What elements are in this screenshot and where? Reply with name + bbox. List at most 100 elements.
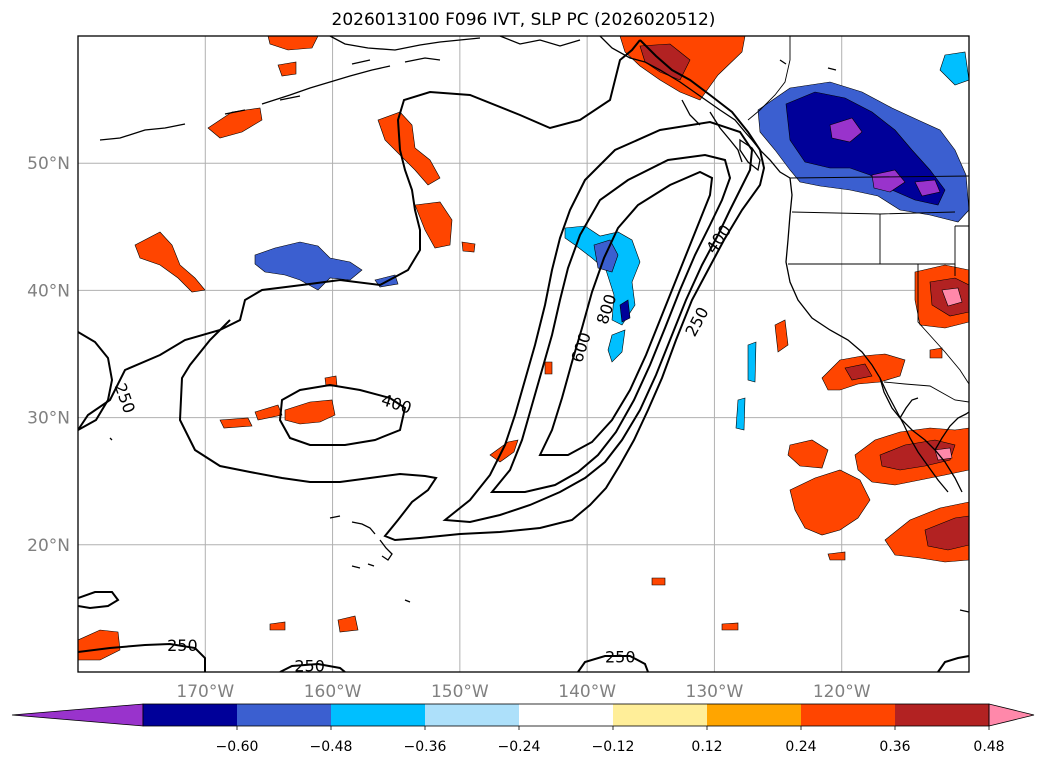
bc-coast [681,99,791,179]
red-mexico-2 [787,439,829,469]
alaska-coast [329,36,746,133]
red-small-1 [461,241,476,253]
colorbar-tick-label: 0.24 [785,739,816,755]
red-small-3 [827,551,846,561]
ivt-contours [78,39,969,672]
hawaii-1 [329,515,393,561]
contour-250-main [78,39,766,542]
red-ca-coast [774,319,789,353]
red-subtrop-3 [254,404,283,421]
blue-mid-pacific [254,241,363,291]
mexico-coast [934,411,969,451]
vancouver-island [739,138,761,172]
colorbar-tick-label: −0.24 [498,739,541,755]
colorbar-tick-label: −0.36 [404,739,447,755]
colorbar-tick-label: 0.48 [973,739,1004,755]
colorbar-tick-label: −0.12 [592,739,635,755]
map-frame [77,35,970,673]
lon-tick-label: 120°W [813,682,871,702]
purple-spot-1 [829,117,863,143]
lon-tick-label: 160°W [304,682,362,702]
contour-250-west [78,331,114,431]
lat-tick-label: 40°N [27,281,70,301]
state-box-ne [954,225,969,276]
contour-250-south-2 [279,662,346,672]
contour-250-se [937,655,969,672]
colorbar-segment [143,704,238,726]
contour-250-south-3 [577,655,649,672]
red-small-4 [651,577,666,586]
darkred-east-low [924,515,969,551]
contour-600-ar [489,153,732,493]
contour-label: 250 [167,636,198,655]
lon-tick-label: 150°W [431,682,489,702]
colorbar-tick-label: 0.12 [691,739,722,755]
baja-california [879,377,949,493]
pink-mexico [934,447,953,461]
misc-islands [109,59,969,613]
purple-spot-3 [914,179,941,197]
political-borders [747,36,969,403]
lightblue-coast-1 [747,341,757,383]
colorbar-segment [613,704,708,726]
darkblue-spot-ar [619,299,631,323]
lightblue-coast-2 [735,397,746,431]
red-subtrop-1 [284,399,336,425]
pink-california [941,287,963,307]
colorbar-tick-label: −0.60 [216,739,259,755]
contour-250-south [78,642,206,672]
red-far-west [134,231,206,293]
us-west-coast [785,177,963,493]
lat-tick-label: 50°N [27,154,70,174]
map-title: 2026013100 F096 IVT, SLP PC (2026020512) [331,10,716,30]
colorbar-segment [519,704,614,726]
colorbar-extend-low [11,703,144,727]
colorbar-segment [425,704,520,726]
red-ca-inland [929,347,943,359]
lat-tick-label: 20°N [27,536,70,556]
us-mexico-border [883,381,969,403]
ca-nv-border [917,264,969,385]
lon-tick-label: 170°W [176,682,234,702]
darkred-baja [844,363,873,381]
colorbar-outline [142,703,990,727]
colorbar-segment [237,704,332,726]
coastlines [99,36,969,613]
contour-800-ar [538,170,714,456]
colorbar-segment [331,704,426,726]
us-canada-border [789,175,969,179]
red-subtrop-2 [219,417,253,429]
lon-tick-label: 140°W [558,682,616,702]
alaska-canada-border [747,36,791,121]
contour-400-ar [442,120,754,524]
gridlines [78,36,969,672]
contour-label: 250 [294,656,325,675]
colorbar-extend-high [988,703,1035,727]
lat-tick-label: 30°N [27,409,70,429]
red-mid-2 [544,361,553,375]
contour-label: 250 [605,648,636,667]
lon-tick-label: 130°W [686,682,744,702]
hawaii-2 [351,563,375,569]
colorbar-segment [707,704,802,726]
red-small-7 [337,615,359,633]
red-subtrop-east [789,469,871,536]
red-nw-2 [277,61,297,77]
latitude-tick-labels: 20°N 30°N 40°N 50°N [27,154,70,556]
red-streak-west-2 [414,201,453,249]
colorbar-tick-label: 0.36 [879,739,910,755]
positive-anomaly-shading [78,36,969,661]
contour-250-sw [78,591,120,610]
colorbar: −0.60 −0.48 −0.36 −0.24 −0.12 0.12 0.24 0.36 0.4… [11,703,1035,755]
colorbar-tick-label: −0.48 [310,739,353,755]
contour-400-closed [278,383,407,446]
colorbar-segment [895,704,990,726]
lightblue-top-right [939,51,969,86]
colorbar-segment [801,704,896,726]
red-streak-west [377,111,441,186]
aleutians [99,57,441,141]
longitude-tick-labels: 170°W 160°W 150°W 140°W 130°W 120°W [176,682,870,702]
lightblue-ar-lower [607,329,626,363]
